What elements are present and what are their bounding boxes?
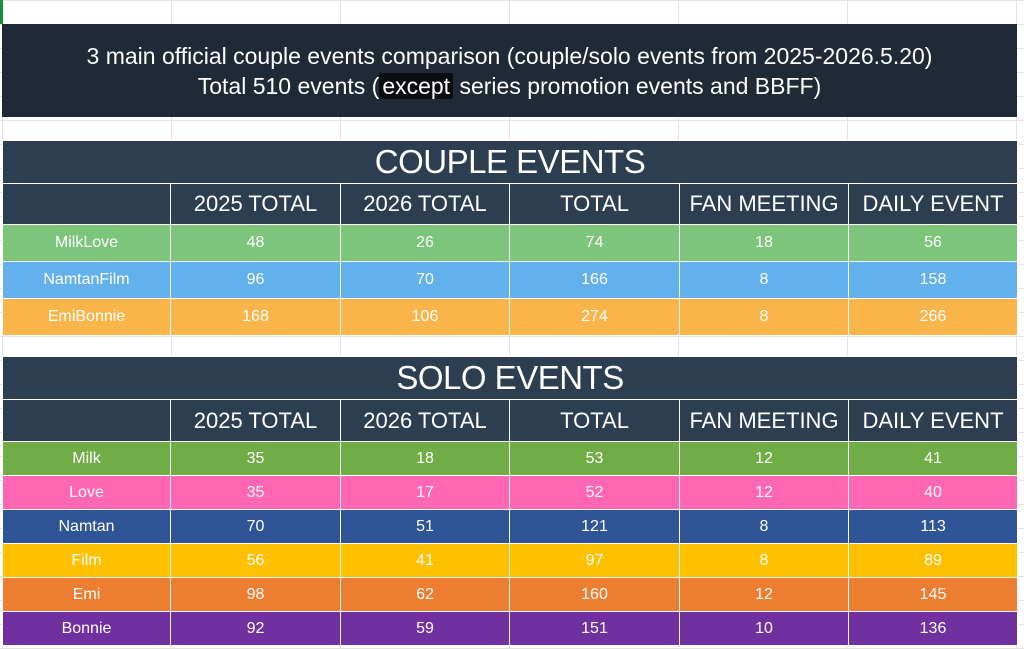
row-label[interactable]: NamtanFilm <box>2 261 171 299</box>
cell[interactable]: 158 <box>847 261 1019 299</box>
col-header-total[interactable]: TOTAL <box>509 183 680 225</box>
cell[interactable]: 18 <box>340 441 510 476</box>
col-header-fan-meeting[interactable]: FAN MEETING <box>679 399 849 442</box>
couple-column-header-row: 2025 TOTAL 2026 TOTAL TOTAL FAN MEETING … <box>2 183 1019 225</box>
table-row: EmiBonnie 168 106 274 8 266 <box>2 298 1019 336</box>
cell[interactable]: 10 <box>679 611 849 646</box>
cell[interactable]: 92 <box>170 611 341 646</box>
table-row: Milk 35 18 53 12 41 <box>2 441 1019 476</box>
cell[interactable]: 62 <box>340 577 510 612</box>
col-header-2026-total[interactable]: 2026 TOTAL <box>340 399 510 442</box>
title-line-2-suffix: series promotion events and BBFF) <box>453 72 822 99</box>
row-label[interactable]: Bonnie <box>2 611 171 646</box>
cell[interactable]: 18 <box>679 224 849 262</box>
solo-events-table: SOLO EVENTS 2025 TOTAL 2026 TOTAL TOTAL … <box>1 356 1019 646</box>
solo-column-header-row: 2025 TOTAL 2026 TOTAL TOTAL FAN MEETING … <box>2 399 1019 442</box>
cell[interactable]: 70 <box>340 261 510 299</box>
row-label[interactable]: MilkLove <box>2 224 171 262</box>
cell[interactable]: 48 <box>170 224 341 262</box>
cell[interactable]: 145 <box>847 577 1019 612</box>
cell[interactable]: 53 <box>509 441 680 476</box>
cell[interactable]: 98 <box>170 577 341 612</box>
table-row: Namtan 70 51 121 8 113 <box>2 509 1019 544</box>
cell[interactable]: 35 <box>170 441 341 476</box>
couple-events-table: COUPLE EVENTS 2025 TOTAL 2026 TOTAL TOTA… <box>1 140 1019 336</box>
table-row: Love 35 17 52 12 40 <box>2 475 1019 510</box>
row-label[interactable]: Film <box>2 543 171 578</box>
row-label[interactable]: EmiBonnie <box>2 298 171 336</box>
col-header-2025-total[interactable]: 2025 TOTAL <box>170 183 341 225</box>
title-line-2: Total 510 events (except series promotio… <box>197 71 822 101</box>
corner-cell[interactable] <box>2 399 171 442</box>
cell[interactable]: 51 <box>340 509 510 544</box>
cell[interactable]: 70 <box>170 509 341 544</box>
cell[interactable]: 56 <box>847 224 1019 262</box>
col-header-2025-total[interactable]: 2025 TOTAL <box>170 399 341 442</box>
table-row: Film 56 41 97 8 89 <box>2 543 1019 578</box>
cell[interactable]: 12 <box>679 475 849 510</box>
cell[interactable]: 8 <box>679 298 849 336</box>
cell[interactable]: 113 <box>847 509 1019 544</box>
cell[interactable]: 136 <box>847 611 1019 646</box>
table-row: Bonnie 92 59 151 10 136 <box>2 611 1019 646</box>
table-row: NamtanFilm 96 70 166 8 158 <box>2 261 1019 299</box>
col-header-fan-meeting[interactable]: FAN MEETING <box>679 183 849 225</box>
cell[interactable]: 12 <box>679 441 849 476</box>
cell[interactable]: 89 <box>847 543 1019 578</box>
row-label[interactable]: Milk <box>2 441 171 476</box>
couple-events-heading[interactable]: COUPLE EVENTS <box>1 140 1019 184</box>
col-header-total[interactable]: TOTAL <box>509 399 680 442</box>
title-line-1: 3 main official couple events comparison… <box>86 42 933 69</box>
title-line-2-prefix: Total 510 events ( <box>197 72 380 99</box>
row-label[interactable]: Emi <box>2 577 171 612</box>
row-label[interactable]: Love <box>2 475 171 510</box>
table-row: Emi 98 62 160 12 145 <box>2 577 1019 612</box>
cell[interactable]: 96 <box>170 261 341 299</box>
cell[interactable]: 17 <box>340 475 510 510</box>
col-header-daily-event[interactable]: DAILY EVENT <box>847 399 1019 442</box>
cell[interactable]: 40 <box>847 475 1019 510</box>
cell[interactable]: 26 <box>340 224 510 262</box>
cell[interactable]: 266 <box>847 298 1019 336</box>
cell[interactable]: 97 <box>509 543 680 578</box>
cell[interactable]: 121 <box>509 509 680 544</box>
cell[interactable]: 74 <box>509 224 680 262</box>
cell[interactable]: 35 <box>170 475 341 510</box>
col-header-2026-total[interactable]: 2026 TOTAL <box>340 183 510 225</box>
cell[interactable]: 56 <box>170 543 341 578</box>
cell[interactable]: 168 <box>170 298 341 336</box>
corner-cell[interactable] <box>2 183 171 225</box>
cell[interactable]: 151 <box>509 611 680 646</box>
col-header-daily-event[interactable]: DAILY EVENT <box>847 183 1019 225</box>
cell[interactable]: 41 <box>847 441 1019 476</box>
title-banner[interactable]: 3 main official couple events comparison… <box>2 24 1017 117</box>
cell[interactable]: 274 <box>509 298 680 336</box>
cell[interactable]: 106 <box>340 298 510 336</box>
cell[interactable]: 12 <box>679 577 849 612</box>
cell[interactable]: 8 <box>679 543 849 578</box>
cell[interactable]: 52 <box>509 475 680 510</box>
title-highlight: except <box>379 72 454 99</box>
cell[interactable]: 160 <box>509 577 680 612</box>
cell[interactable]: 166 <box>509 261 680 299</box>
cell[interactable]: 8 <box>679 509 849 544</box>
solo-events-heading[interactable]: SOLO EVENTS <box>1 356 1019 400</box>
cell[interactable]: 41 <box>340 543 510 578</box>
cell-selection-marker <box>0 0 3 24</box>
row-label[interactable]: Namtan <box>2 509 171 544</box>
cell[interactable]: 59 <box>340 611 510 646</box>
table-row: MilkLove 48 26 74 18 56 <box>2 224 1019 262</box>
cell[interactable]: 8 <box>679 261 849 299</box>
